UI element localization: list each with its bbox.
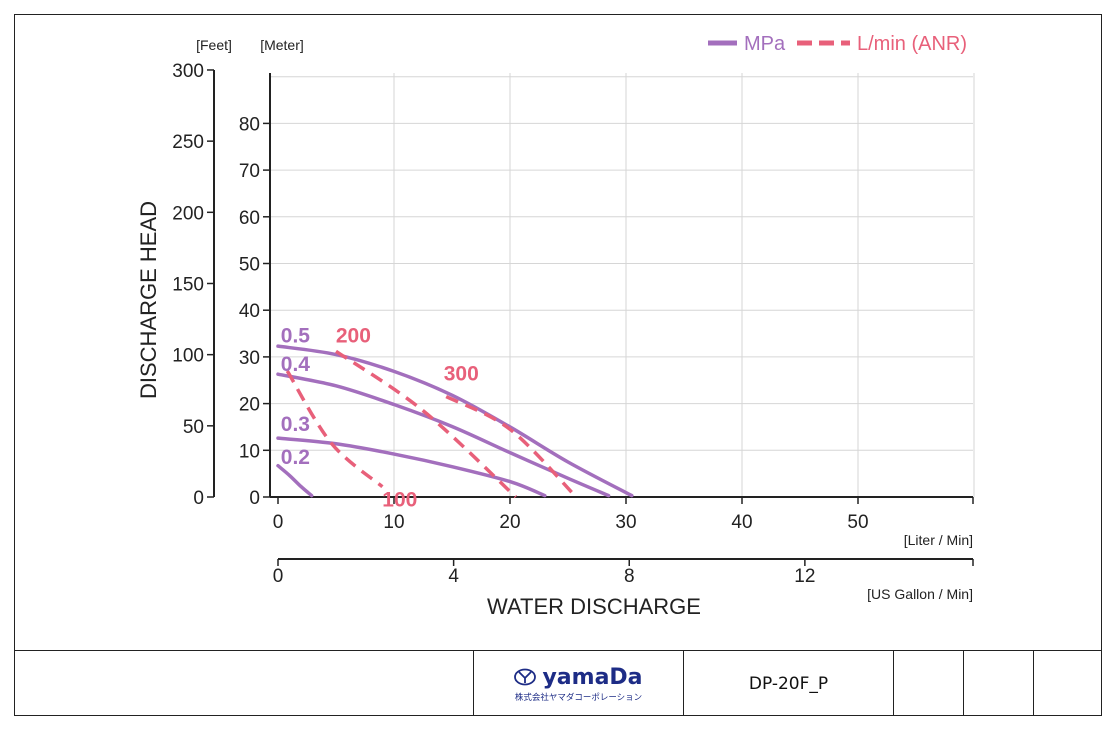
x-tick-label: 30 [615, 512, 636, 533]
performance-chart: 0 10 20 30 40 50 [Liter / Min] 0 4 8 12 [US Gallon … [136, 33, 975, 619]
meter-tick-label: 70 [239, 161, 260, 182]
feet-tick-label: 250 [172, 132, 204, 153]
series-label: 0.2 [281, 446, 310, 469]
x-tick-label: 0 [273, 512, 284, 533]
legend-label-mpa: MPa [744, 33, 786, 55]
meter-tick-label: 60 [239, 208, 260, 229]
logo-cell: yamaDa 株式会社ヤマダコーポレーション [473, 651, 683, 716]
pressure-curve-0.5 [276, 344, 634, 498]
model-code-cell: DP-20F_P [683, 651, 893, 716]
airflow-curve-100 [285, 370, 384, 489]
title-block: yamaDa 株式会社ヤマダコーポレーション DP-20F_P [14, 650, 1102, 716]
x-tick-label: 20 [499, 512, 520, 533]
meter-tick-label: 0 [249, 488, 260, 509]
airflow-curve-300 [445, 395, 578, 499]
title-block-cell-5 [963, 651, 1033, 716]
feet-tick-label: 0 [193, 488, 204, 509]
meter-tick-label: 20 [239, 395, 260, 416]
y-axis-title: DISCHARGE HEAD [136, 201, 161, 399]
logo-text: yamaDa [542, 664, 643, 690]
series-label: 0.5 [281, 324, 311, 347]
title-block-blank-cell [14, 651, 473, 716]
yamada-logo: yamaDa 株式会社ヤマダコーポレーション [514, 664, 643, 703]
meter-tick-label: 50 [239, 255, 260, 276]
meter-tick-label: 30 [239, 348, 260, 369]
grid [270, 73, 975, 497]
y-unit-meter: [Meter] [260, 37, 304, 53]
title-block-cell-6 [1033, 651, 1102, 716]
logo-subtitle: 株式会社ヤマダコーポレーション [514, 692, 643, 703]
drawing-frame [14, 14, 1102, 716]
series-label: 100 [382, 488, 417, 511]
feet-tick-label: 150 [172, 274, 204, 295]
airflow-curve-200 [335, 349, 517, 499]
x-unit-gallon: [US Gallon / Min] [867, 586, 973, 602]
series-label: 0.3 [281, 413, 310, 436]
gallon-tick-label: 12 [794, 566, 815, 587]
pressure-curve-0.4 [276, 372, 611, 498]
x-tick-label: 50 [847, 512, 868, 533]
feet-tick-label: 300 [172, 61, 204, 82]
title-block-cell-4 [893, 651, 963, 716]
x-tick-label: 40 [731, 512, 752, 533]
gallon-tick-label: 4 [448, 566, 459, 587]
x-tick-label: 10 [383, 512, 404, 533]
feet-tick-label: 50 [183, 417, 204, 438]
series-label: 0.4 [281, 353, 311, 376]
feet-tick-label: 100 [172, 346, 204, 367]
meter-tick-label: 40 [239, 301, 260, 322]
series-label: 300 [444, 363, 479, 386]
gallon-tick-label: 8 [624, 566, 635, 587]
gallon-tick-label: 0 [273, 566, 284, 587]
pressure-curve-0.2 [276, 463, 314, 498]
feet-tick-label: 200 [172, 203, 204, 224]
yamada-emblem-icon [514, 668, 537, 686]
x-unit-liter: [Liter / Min] [904, 532, 973, 548]
series-label: 200 [336, 324, 371, 347]
model-code: DP-20F_P [748, 673, 829, 694]
x-axis-title: WATER DISCHARGE [487, 594, 701, 619]
y-unit-feet: [Feet] [196, 37, 232, 53]
meter-tick-label: 80 [239, 114, 260, 135]
meter-tick-label: 10 [239, 441, 260, 462]
legend-label-lmin: L/min (ANR) [857, 33, 967, 55]
